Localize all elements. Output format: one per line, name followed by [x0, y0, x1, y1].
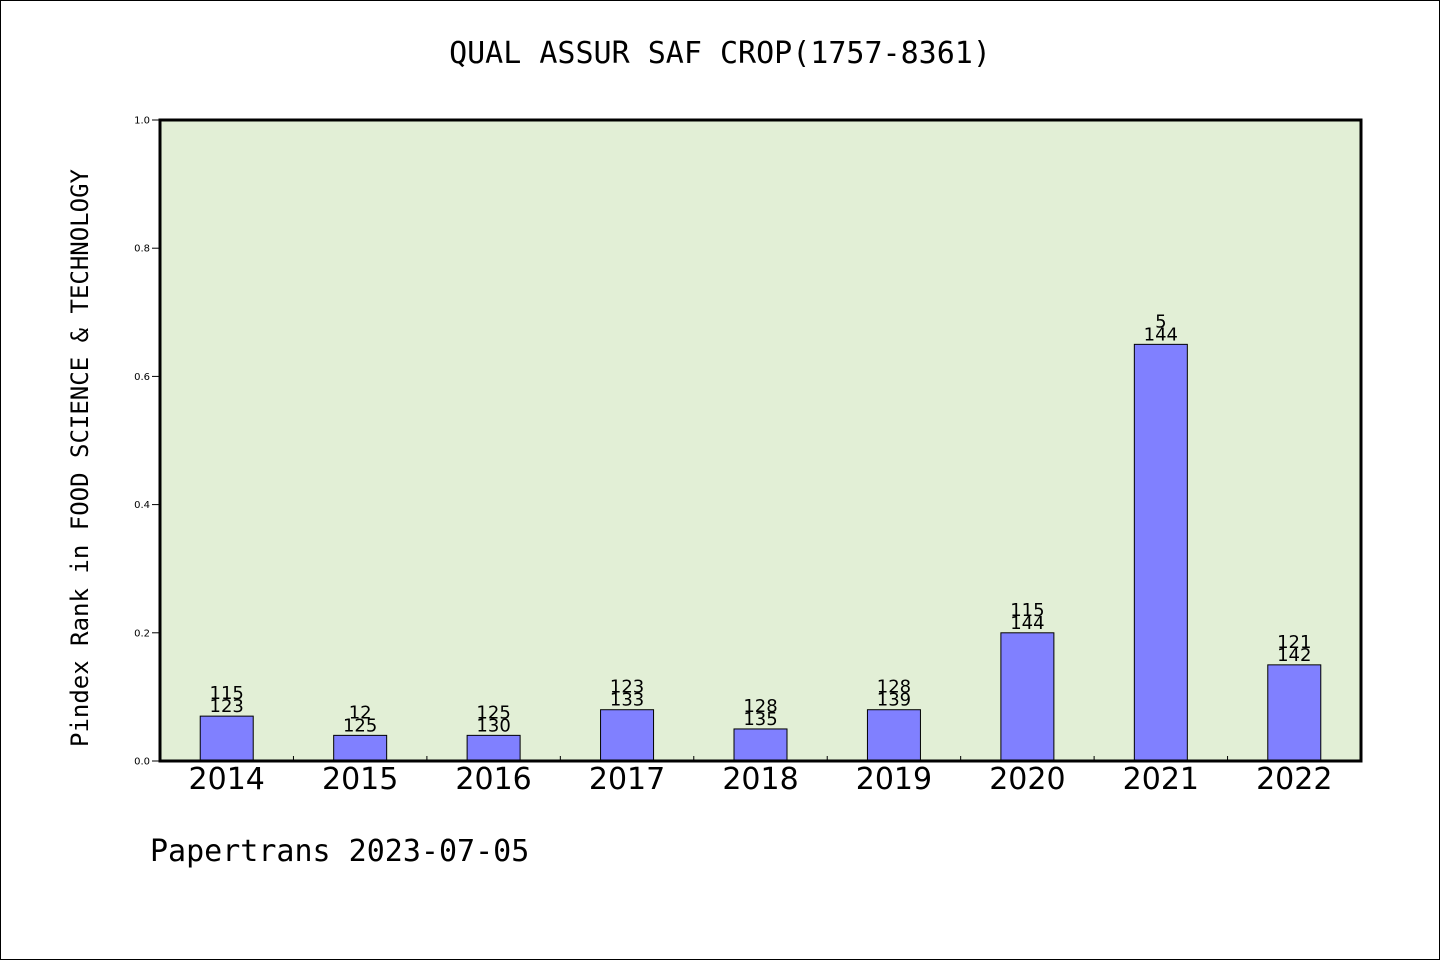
y-tick-label: 0.2 — [134, 628, 150, 639]
x-tick-label: 2017 — [589, 762, 665, 797]
bar-label-top: 12 — [349, 702, 372, 723]
plot-border — [158, 118, 1363, 763]
x-tick-label: 2020 — [989, 762, 1065, 797]
bar-label-bottom: 125 — [343, 715, 377, 736]
y-tick-label: 0.0 — [134, 757, 150, 768]
footer-text: Papertrans 2023-07-05 — [150, 834, 530, 869]
bar-label-top: 128 — [877, 677, 911, 698]
bar-label-top: 125 — [476, 702, 510, 723]
x-tick-label: 2016 — [455, 762, 531, 797]
bar-label-bottom: 144 — [1010, 613, 1044, 634]
y-tick-label: 0.6 — [134, 372, 150, 383]
bar-label-bottom: 133 — [610, 690, 644, 711]
x-tick-label: 2015 — [322, 762, 398, 797]
x-tick-label: 2018 — [722, 762, 798, 797]
bar-label-bottom: 142 — [1277, 645, 1311, 666]
bar-label-bottom: 144 — [1144, 324, 1178, 345]
y-tick-label: 1.0 — [134, 116, 150, 127]
bar-label-top: 115 — [210, 683, 244, 704]
x-tick-label: 2021 — [1123, 762, 1199, 797]
bar-label-bottom: 130 — [476, 715, 510, 736]
x-tick-label: 2022 — [1256, 762, 1332, 797]
bar — [466, 734, 521, 762]
bar — [199, 715, 254, 762]
bar-label-bottom: 123 — [210, 696, 244, 717]
bar-label-top: 121 — [1277, 632, 1311, 653]
bar-label-top: 5 — [1155, 311, 1166, 332]
bar — [1267, 664, 1322, 762]
bar-label-top: 123 — [610, 677, 644, 698]
bar — [1000, 632, 1055, 762]
bar — [333, 734, 388, 762]
x-tick-label: 2019 — [856, 762, 932, 797]
bar — [600, 709, 655, 762]
bar — [733, 728, 788, 762]
bar-label-top: 128 — [743, 696, 777, 717]
bar-label-bottom: 135 — [743, 709, 777, 730]
bar — [866, 709, 921, 762]
bar-label-top: 115 — [1010, 600, 1044, 621]
y-tick-label: 0.8 — [134, 244, 150, 255]
y-tick-label: 0.4 — [134, 500, 150, 511]
bar-label-bottom: 139 — [877, 690, 911, 711]
x-tick-label: 2014 — [189, 762, 265, 797]
chart-title: QUAL ASSUR SAF CROP(1757-8361) — [449, 36, 991, 71]
bar — [1133, 343, 1188, 762]
